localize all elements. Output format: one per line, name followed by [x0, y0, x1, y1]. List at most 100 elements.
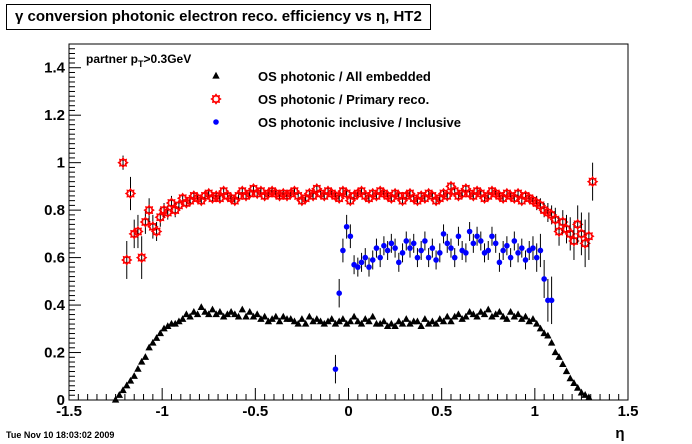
data-point	[135, 251, 148, 264]
data-point	[126, 376, 135, 384]
data-point	[440, 231, 447, 237]
data-point	[219, 312, 228, 320]
data-point	[320, 319, 328, 327]
x-axis: -1.5 -1 -0.5 0 0.5 1 1.5	[56, 388, 638, 420]
data-point	[347, 233, 354, 240]
data-point	[332, 366, 339, 372]
data-point	[231, 310, 239, 318]
data-point	[301, 319, 310, 327]
data-point	[260, 312, 269, 320]
data-point	[533, 254, 540, 261]
data-point	[444, 240, 451, 247]
data-point	[518, 245, 525, 251]
data-point	[149, 338, 157, 346]
data-point	[381, 242, 387, 249]
y-tick-label: 0.2	[44, 345, 65, 362]
data-point	[488, 312, 496, 320]
legend-marker	[210, 93, 222, 105]
data-point	[425, 254, 432, 261]
data-point	[377, 254, 383, 261]
y-tick-label: 1.2	[44, 107, 65, 124]
data-point	[478, 192, 491, 204]
data-point	[525, 317, 533, 325]
data-point	[430, 194, 442, 207]
data-point	[178, 315, 187, 322]
data-point	[451, 312, 459, 320]
data-point	[376, 319, 384, 327]
data-point	[346, 317, 355, 325]
data-point	[373, 245, 380, 251]
data-point	[392, 245, 398, 251]
x-tick-label: 1.5	[618, 403, 639, 420]
data-point	[388, 240, 395, 247]
data-point	[463, 250, 469, 256]
data-point	[272, 312, 280, 320]
x-tick-label: -1.5	[56, 403, 82, 420]
legend-entry: OS photonic / All embedded	[258, 69, 431, 84]
y-tick-label: 1.4	[44, 60, 66, 77]
data-point	[540, 329, 548, 337]
y-axis: 0 0.2 0.4 0.6 0.8 1 1.2 1.4	[44, 43, 81, 409]
data-point	[257, 315, 265, 322]
data-point	[406, 319, 414, 327]
data-point	[249, 312, 258, 320]
data-point	[579, 237, 591, 250]
data-point	[186, 312, 194, 320]
data-point	[452, 190, 465, 202]
data-point	[139, 216, 152, 228]
chart-title: γ conversion photonic electron reco. eff…	[6, 4, 431, 30]
data-point	[115, 391, 124, 398]
data-point	[119, 386, 127, 394]
data-point	[399, 250, 406, 256]
data-point	[454, 310, 463, 318]
data-point	[264, 317, 273, 325]
data-point	[387, 319, 396, 327]
data-point	[343, 223, 350, 230]
legend-entry: OS photonic inclusive / Inclusive	[258, 115, 461, 130]
data-point	[477, 238, 484, 244]
timestamp-footer: Tue Nov 10 18:03:02 2009	[6, 430, 115, 440]
data-point	[422, 238, 428, 244]
data-point	[369, 257, 376, 263]
data-point	[518, 315, 526, 322]
data-point	[358, 259, 365, 266]
data-point	[130, 372, 138, 379]
data-point	[417, 322, 425, 330]
data-point	[205, 310, 213, 318]
data-point	[414, 254, 421, 261]
data-point	[436, 315, 444, 322]
data-point	[305, 312, 314, 320]
data-point	[571, 218, 584, 231]
data-point	[466, 228, 473, 235]
series-inclusive	[332, 214, 555, 384]
data-point	[365, 317, 373, 325]
data-point	[342, 319, 351, 327]
data-point	[413, 317, 422, 325]
data-point	[262, 187, 275, 200]
data-point	[156, 329, 165, 337]
data-point	[298, 315, 306, 322]
data-point	[275, 317, 284, 325]
legend: OS photonic / All embedded OS photonic / …	[210, 69, 461, 130]
data-point	[469, 310, 478, 318]
data-point	[532, 319, 541, 327]
data-point	[521, 312, 530, 320]
data-point	[570, 379, 578, 386]
data-point	[242, 312, 250, 320]
data-point	[273, 190, 286, 202]
data-point	[339, 315, 347, 322]
data-point	[439, 317, 448, 325]
data-point	[313, 315, 321, 322]
data-point	[573, 383, 582, 391]
data-point	[529, 315, 537, 322]
data-point	[555, 353, 563, 360]
data-point	[117, 156, 129, 169]
data-point	[400, 190, 412, 202]
data-point	[428, 317, 437, 325]
data-point	[537, 247, 544, 254]
x-axis-label: η	[615, 425, 624, 442]
data-point	[451, 254, 458, 261]
data-point	[281, 190, 293, 202]
data-point	[287, 315, 295, 322]
data-point	[369, 312, 377, 320]
